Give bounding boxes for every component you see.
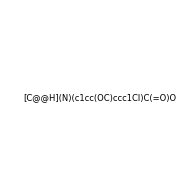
Text: [C@@H](N)(c1cc(OC)ccc1Cl)C(=O)O: [C@@H](N)(c1cc(OC)ccc1Cl)C(=O)O	[23, 93, 176, 102]
